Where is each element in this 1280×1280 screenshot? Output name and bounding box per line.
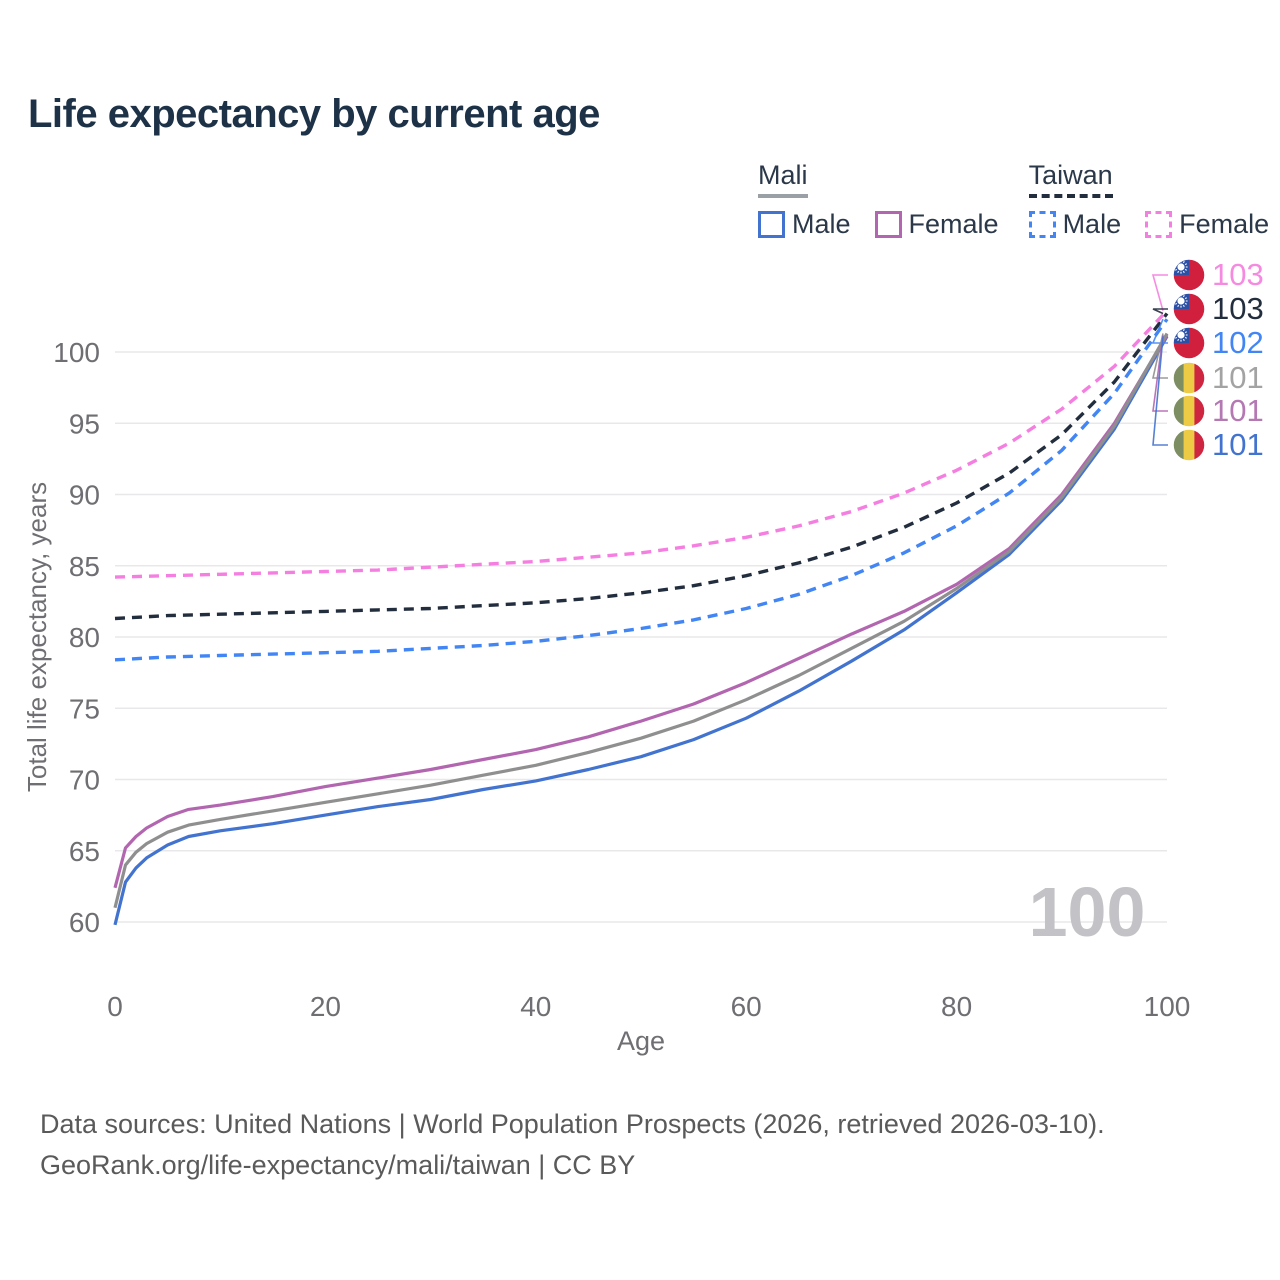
legend-item-label: Male [792,209,851,239]
line-taiwan-male [114,318,1169,662]
y-tick-label: 95 [69,408,100,439]
legend-item-label: Male [1062,209,1122,239]
y-tick-label: 65 [69,836,100,867]
leader-taiwan-both-sexes [1152,308,1168,315]
legend-item-taiwan-male[interactable]: Male [1028,209,1122,240]
legend-group-mali: Mali Male Female [758,160,999,240]
legend-country-mali: Mali [758,160,808,198]
x-axis-ticks: 0 20 40 60 80 100 [107,991,1190,1022]
y-axis-ticks: 60 65 70 75 80 85 90 95 100 [53,337,100,938]
end-label-taiwan-male: 102 [1212,325,1264,360]
line-taiwan-female [114,309,1169,579]
x-tick-label: 100 [1144,991,1191,1022]
mali-female-swatch-icon [874,211,902,238]
x-tick-label: 40 [520,991,551,1022]
end-label-taiwan-female: 103 [1212,257,1264,292]
footer: Data sources: United Nations | World Pop… [40,1104,1105,1186]
watermark-age-100: 100 [1029,873,1146,951]
y-tick-label: 75 [69,693,100,724]
mali-flag-icon [1172,394,1206,428]
x-tick-label: 80 [941,991,972,1022]
page-title: Life expectancy by current age [28,92,600,136]
end-label-mali-both-sexes: 101 [1212,360,1264,395]
end-label-mali-male: 101 [1212,427,1264,462]
attribution-line: GeoRank.org/life-expectancy/mali/taiwan … [40,1150,636,1180]
taiwan-female-swatch-icon [1145,211,1173,238]
legend-item-mali-female[interactable]: Female [874,209,999,240]
mali-flag-icon [1172,428,1206,462]
legend-item-label: Female [1179,209,1270,239]
taiwan-flag-icon [1172,258,1206,292]
mali-male-swatch-icon [758,211,785,238]
leader-taiwan-female [1151,274,1168,311]
legend-group-taiwan: Taiwan Male Female [1028,160,1269,240]
line-mali-male [113,335,1169,926]
y-axis-title: Total life expectancy, years [22,482,52,792]
legend-item-taiwan-female[interactable]: Female [1145,209,1269,240]
end-label-mali-female: 101 [1212,393,1264,428]
x-tick-label: 0 [107,991,123,1022]
legend: Mali Male Female Taiwan Male Female [758,160,1269,240]
taiwan-flag-icon [1172,292,1206,326]
y-tick-label: 70 [69,765,100,796]
y-tick-label: 60 [69,907,100,938]
x-axis-title: Age [617,1026,665,1056]
leader-mali-both-sexes [1152,333,1168,379]
legend-item-mali-male[interactable]: Male [758,209,851,240]
y-tick-label: 90 [69,480,100,511]
y-tick-label: 80 [69,622,100,653]
line-mali-female [113,334,1169,889]
x-tick-label: 60 [731,991,762,1022]
mali-flag-icon [1172,361,1206,395]
end-label-leaders [1151,274,1168,446]
legend-country-taiwan: Taiwan [1028,160,1113,198]
taiwan-flag-icon [1172,326,1206,360]
line-taiwan-both-sexes [114,312,1169,621]
series-lines [113,309,1169,926]
leader-mali-male [1152,336,1168,446]
x-tick-label: 20 [310,991,341,1022]
gridlines [115,351,1167,923]
taiwan-male-swatch-icon [1028,211,1056,238]
y-tick-label: 100 [53,337,100,368]
data-sources-line: Data sources: United Nations | World Pop… [40,1109,1105,1139]
legend-item-label: Female [908,209,999,239]
line-mali-both-sexes [113,332,1169,909]
y-tick-label: 85 [69,551,100,582]
leader-mali-female [1152,334,1168,412]
end-label-taiwan-both-sexes: 103 [1212,291,1264,326]
